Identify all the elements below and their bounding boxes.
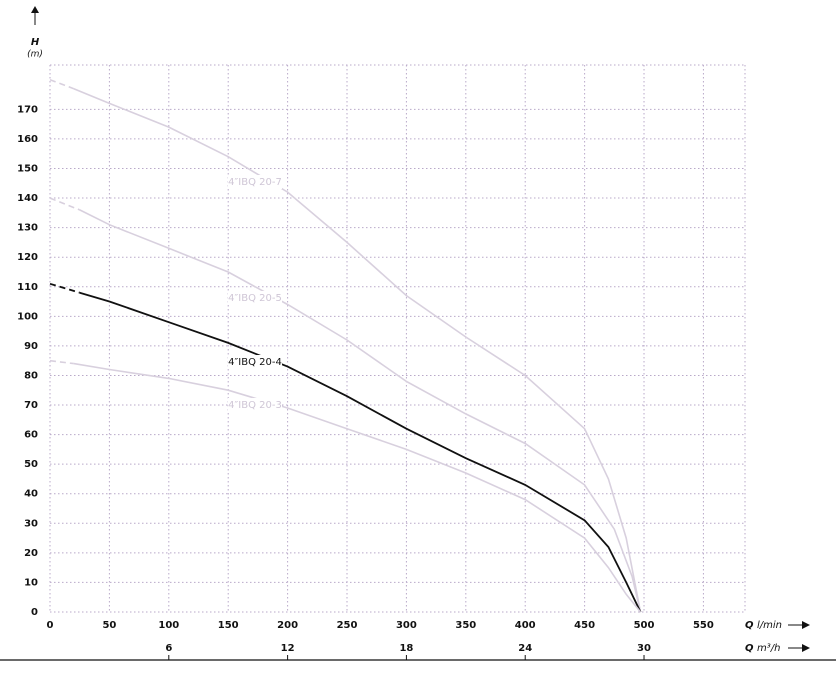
x-label: Q	[745, 620, 754, 631]
y-tick-label: 130	[17, 223, 38, 234]
y-unit: (m)	[27, 50, 43, 60]
x2-tick-label: 30	[637, 643, 651, 654]
x-tick-label: 150	[218, 620, 239, 631]
curve-label-bg	[228, 291, 282, 305]
x-tick-label: 200	[277, 620, 298, 631]
y-tick-label: 120	[17, 252, 38, 263]
y-tick-label: 60	[24, 430, 38, 441]
curve-label-bg	[228, 175, 282, 189]
y-tick-label: 140	[17, 193, 38, 204]
x-tick-label: 50	[102, 620, 116, 631]
y-arrow-head	[31, 6, 39, 13]
y-tick-label: 90	[24, 341, 38, 352]
x2-unit: m³/h	[757, 643, 780, 654]
pump-curve	[73, 362, 642, 613]
y-tick-label: 150	[17, 163, 38, 174]
y-tick-label: 70	[24, 400, 38, 411]
curve-label-bg	[228, 355, 282, 369]
pump-curve	[73, 87, 642, 613]
y-tick-label: 10	[24, 577, 38, 588]
y-tick-label: 20	[24, 548, 38, 559]
x2-arrow-head	[802, 644, 810, 652]
x2-tick-label: 24	[518, 643, 532, 654]
y-tick-label: 30	[24, 518, 38, 529]
x-tick-label: 450	[574, 620, 595, 631]
y-tick-label: 50	[24, 459, 38, 470]
curve-label: 4″IBQ 20-7	[228, 177, 282, 188]
x-tick-label: 350	[455, 620, 476, 631]
x2-tick-label: 12	[281, 643, 295, 654]
x-tick-label: 0	[47, 620, 54, 631]
y-tick-label: 40	[24, 489, 38, 500]
y-tick-label: 160	[17, 134, 38, 145]
extrapolated-curve	[49, 359, 74, 365]
x2-tick-label: 18	[399, 643, 413, 654]
y-tick-label: 0	[31, 607, 38, 618]
extrapolated-curve	[49, 197, 80, 211]
curve-label: 4″IBQ 20-3	[228, 400, 282, 411]
x-tick-label: 550	[693, 620, 714, 631]
x-unit: l/min	[757, 620, 782, 631]
x-tick-label: 250	[337, 620, 358, 631]
x-tick-label: 100	[158, 620, 179, 631]
x-arrow-head	[802, 621, 810, 629]
curve-label: 4″IBQ 20-4	[228, 357, 282, 368]
x-tick-label: 300	[396, 620, 417, 631]
x2-label: Q	[745, 643, 754, 654]
curve-label: 4″IBQ 20-5	[228, 293, 282, 304]
extrapolated-curve	[49, 79, 75, 90]
curve-label-bg	[228, 398, 282, 412]
y-tick-label: 110	[17, 282, 38, 293]
y-tick-label: 100	[17, 311, 38, 322]
x-tick-label: 500	[634, 620, 655, 631]
y-tick-label: 170	[17, 104, 38, 115]
extrapolated-curve	[49, 282, 80, 294]
y-tick-label: 80	[24, 370, 38, 381]
x2-tick-label: 6	[165, 643, 172, 654]
y-label: H	[31, 37, 40, 48]
x-tick-label: 400	[515, 620, 536, 631]
pump-curve	[79, 291, 642, 613]
pump-curve	[79, 209, 642, 613]
